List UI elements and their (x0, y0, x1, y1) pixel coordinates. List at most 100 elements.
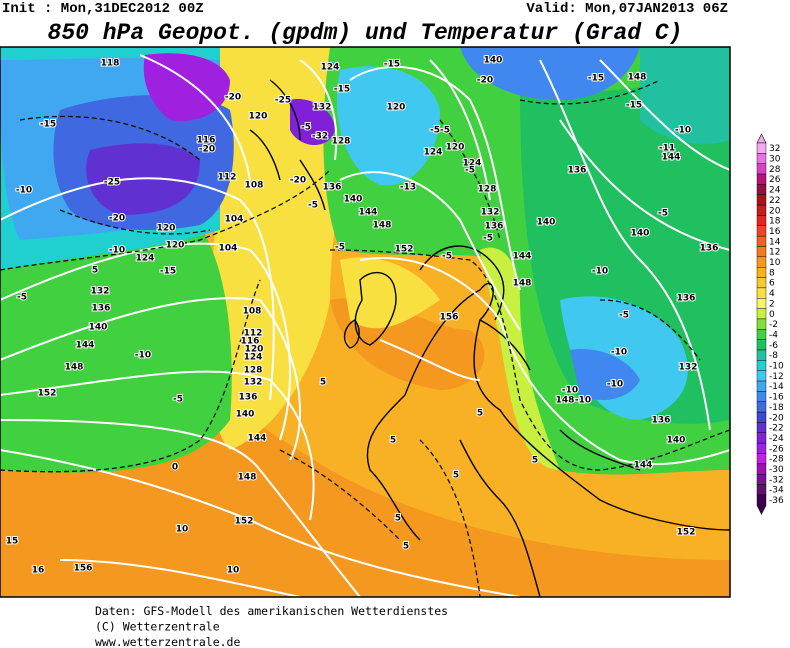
contour-label: 136 (700, 244, 719, 254)
coastline (459, 439, 541, 597)
contour-label: 148 (65, 363, 84, 373)
contour-label: 136 (485, 222, 504, 232)
colorbar-label: -28 (769, 455, 784, 465)
contour-label: 148 (628, 73, 647, 83)
contour-label: -10 (16, 186, 32, 196)
contour-label: 118 (101, 59, 120, 69)
coastline (343, 319, 360, 349)
temperature-contour (59, 209, 211, 235)
colorbar-swatch (756, 308, 767, 320)
temperature-contour (329, 249, 730, 471)
colorbar-swatch (756, 422, 767, 434)
temperature-area (460, 47, 640, 100)
contour-label: 104 (219, 244, 238, 254)
contour-label: 5 (320, 378, 326, 388)
contour-label: -5 (17, 293, 27, 303)
colorbar-swatch (756, 329, 767, 340)
colorbar-label: 8 (769, 268, 775, 278)
contour-label: 152 (395, 245, 414, 255)
colorbar-swatch (756, 194, 767, 206)
colorbar-label: -34 (769, 486, 784, 496)
temperature-contour (0, 279, 261, 473)
colorbar-label: 10 (769, 258, 781, 268)
colorbar-label: -30 (769, 465, 784, 475)
temperature-area (336, 66, 440, 186)
valid-time: Valid: Mon,07JAN2013 06Z (526, 1, 728, 17)
colorbar-swatch (756, 287, 767, 299)
contour-label: -5-5 (430, 126, 450, 136)
colorbar-swatch (756, 349, 767, 361)
contour-label: -5 (483, 234, 493, 244)
colorbar-label: -6 (769, 341, 778, 351)
contour-label: 132 (91, 287, 110, 297)
colorbar-swatch (756, 494, 767, 506)
contour-label: -15 (160, 267, 176, 277)
colorbar-swatch (756, 235, 767, 247)
footer-line: Daten: GFS-Modell des amerikanischen Wet… (95, 604, 448, 618)
colorbar-swatch (756, 401, 767, 413)
colorbar-label: 30 (769, 155, 781, 165)
contour-label: 140 (667, 436, 686, 446)
contour-label: 108 (243, 307, 262, 317)
geopotential-contour (139, 54, 251, 181)
colorbar-swatch (756, 453, 767, 465)
contour-label: -5 (658, 209, 668, 219)
contour-label: 5 (453, 471, 459, 481)
colorbar-label: -4 (769, 330, 778, 340)
contour-label: 120 (249, 112, 268, 122)
coastline (354, 271, 397, 346)
geopotential-contour (599, 59, 730, 171)
init-time: Init : Mon,31DEC2012 00Z (2, 1, 204, 17)
contour-label: -15 (588, 74, 604, 84)
colorbar-label: 6 (769, 279, 775, 289)
colorbar-swatch (756, 256, 767, 268)
contour-label: -10 (109, 246, 125, 256)
colorbar-label: -20 (769, 413, 784, 423)
contour-label: 148 (513, 279, 532, 289)
colorbar-swatch (756, 484, 767, 496)
footer: Daten: GFS-Modell des amerikanischen Wet… (95, 604, 448, 648)
contour-label: -25 (104, 178, 120, 188)
contour-label: 5 (390, 436, 396, 446)
contour-label: 140 (484, 56, 503, 66)
contour-label: 144 (76, 341, 95, 351)
contour-label: 140 (344, 195, 363, 205)
contour-label: 132 (244, 378, 263, 388)
contour-label: -13 (400, 183, 416, 193)
geopotential-contour (0, 419, 361, 597)
contour-label: 140 (537, 218, 556, 228)
contour-label: 0 (172, 463, 178, 473)
colorbar-swatch (756, 225, 767, 237)
contour-label: 112 (218, 173, 237, 183)
geopotential-contour (359, 257, 730, 466)
contour-label: 136 (323, 183, 342, 193)
contour-label: 148 (373, 221, 392, 231)
contour-label: 152 (38, 389, 57, 399)
geopotential-contour (0, 370, 315, 521)
contour-label: 120 (157, 224, 176, 234)
colorbar-label: -16 (769, 393, 784, 403)
contour-label: 144 (662, 153, 681, 163)
colorbar-label: -18 (769, 403, 784, 413)
colorbar-swatch (756, 142, 767, 154)
contour-label: 116 (241, 337, 260, 347)
temperature-contour (519, 79, 661, 105)
geopotential-contour (559, 119, 730, 251)
colorbar-label: 2 (769, 299, 775, 309)
contour-label: -5 (465, 166, 475, 176)
contour-label: 5 (403, 542, 409, 552)
coastline (269, 79, 301, 141)
contour-label: 124 (136, 254, 155, 264)
contour-label: 136 (239, 393, 258, 403)
temperature-contour (0, 169, 331, 271)
colorbar-swatch (756, 318, 767, 330)
temperature-area (290, 99, 335, 145)
contour-label: 132 (679, 363, 698, 373)
colorbar-swatch (756, 173, 767, 185)
geopotential-contour (0, 242, 291, 441)
contour-label: 148 (238, 473, 257, 483)
contour-label: 132 (313, 103, 332, 113)
contour-label: -10 (592, 267, 608, 277)
coastline (249, 129, 281, 181)
